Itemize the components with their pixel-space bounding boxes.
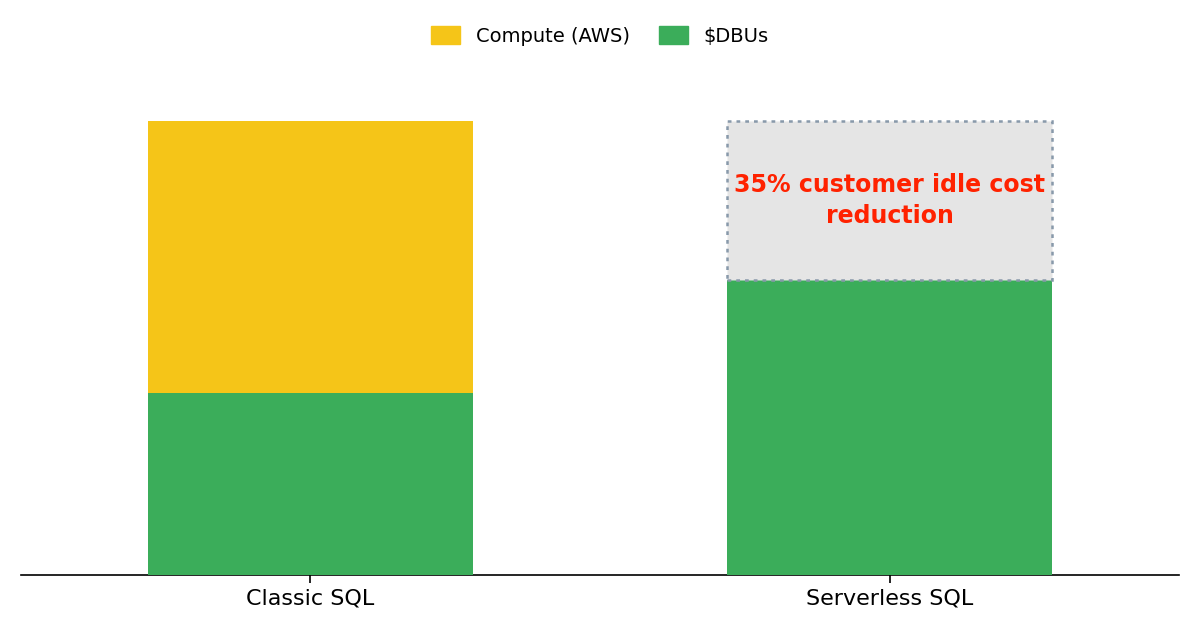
Bar — [149, 121, 473, 394]
Legend: Compute (AWS), $DBUs: Compute (AWS), $DBUs — [424, 18, 776, 53]
Bar — [727, 280, 1051, 575]
Bar — [727, 121, 1051, 280]
Bar — [149, 394, 473, 575]
Text: 35% customer idle cost
reduction: 35% customer idle cost reduction — [734, 173, 1045, 228]
